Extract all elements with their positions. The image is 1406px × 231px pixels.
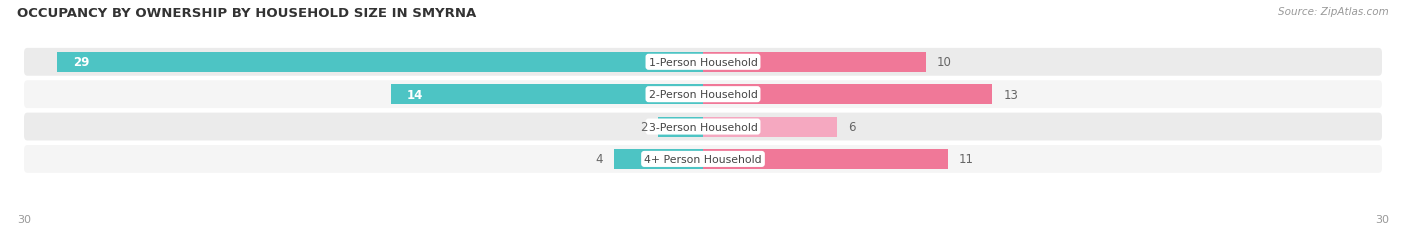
Bar [703,117,837,137]
Text: 30: 30 [1375,214,1389,224]
Text: 13: 13 [1004,88,1018,101]
Bar [703,149,948,169]
Text: 10: 10 [936,56,952,69]
Text: 3-Person Household: 3-Person Household [648,122,758,132]
Text: 2: 2 [640,121,647,134]
Bar [658,117,703,137]
Bar [614,149,703,169]
Text: OCCUPANCY BY OWNERSHIP BY HOUSEHOLD SIZE IN SMYRNA: OCCUPANCY BY OWNERSHIP BY HOUSEHOLD SIZE… [17,7,477,20]
FancyBboxPatch shape [24,145,1382,173]
Text: 2-Person Household: 2-Person Household [648,90,758,100]
Text: 1-Person Household: 1-Person Household [648,58,758,67]
Text: 29: 29 [73,56,90,69]
Bar [703,85,993,105]
Text: 11: 11 [959,153,974,166]
Legend: Owner-occupied, Renter-occupied: Owner-occupied, Renter-occupied [578,228,828,231]
Text: Source: ZipAtlas.com: Source: ZipAtlas.com [1278,7,1389,17]
Text: 6: 6 [848,121,855,134]
Text: 14: 14 [406,88,423,101]
Bar [703,52,925,73]
FancyBboxPatch shape [24,113,1382,141]
Text: 4: 4 [595,153,603,166]
Text: 30: 30 [17,214,31,224]
FancyBboxPatch shape [24,49,1382,76]
Text: 4+ Person Household: 4+ Person Household [644,154,762,164]
Bar [391,85,703,105]
FancyBboxPatch shape [24,81,1382,109]
Bar [58,52,703,73]
